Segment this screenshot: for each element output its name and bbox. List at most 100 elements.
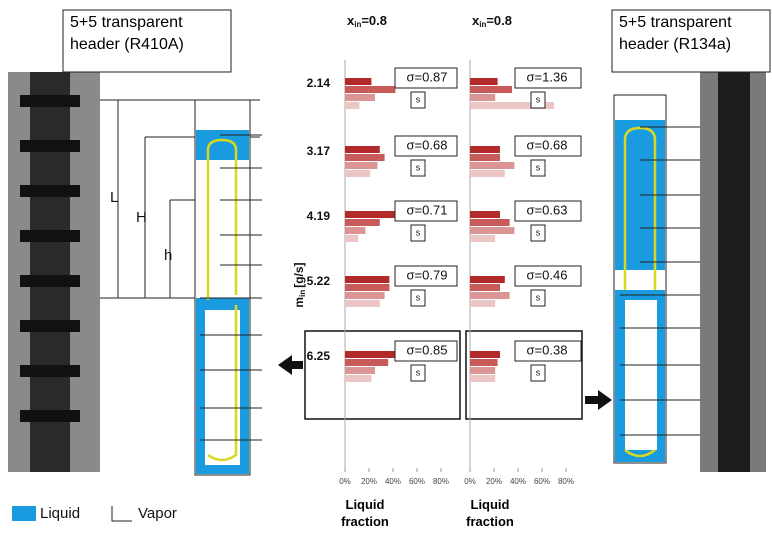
bar: [470, 351, 500, 358]
bar: [345, 300, 380, 307]
s-label: s: [536, 292, 541, 302]
s-label: s: [536, 162, 541, 172]
x-tick-label: 80%: [558, 477, 574, 486]
bar: [470, 78, 498, 85]
y-axis-label: min [g/s]: [292, 262, 307, 307]
bar: [470, 211, 500, 218]
legend-liquid: Liquid: [40, 505, 80, 522]
label-holder: 5+5 transparent header (R410A): [66, 12, 231, 70]
bar: [345, 276, 389, 283]
right-label: 5+5 transparent header (R134a): [615, 12, 770, 56]
bar: [345, 227, 365, 234]
left-label: 5+5 transparent header (R410A): [66, 12, 231, 56]
s-label: s: [416, 292, 421, 302]
bar: [470, 154, 500, 161]
label-holder: 5+5 transparent header (R134a): [615, 12, 770, 70]
bar: [470, 170, 505, 177]
bar: [470, 367, 495, 374]
x-tick-label: 80%: [433, 477, 449, 486]
bar: [345, 102, 359, 109]
x-axis-label: Liquid fraction: [335, 496, 395, 530]
x-axis-label: Liquid fraction: [460, 496, 520, 530]
x-tick-label: 60%: [409, 477, 425, 486]
s-label: s: [416, 94, 421, 104]
row-label: 6.25: [307, 349, 331, 363]
bar: [470, 276, 505, 283]
row-label: 5.22: [307, 274, 331, 288]
x-tick-label: 40%: [385, 477, 401, 486]
bar: [345, 235, 358, 242]
bar: [345, 219, 380, 226]
photo-tube: [718, 72, 750, 472]
xlabel-holder: Liquid fraction: [335, 496, 395, 534]
row-label: 2.14: [307, 76, 331, 90]
bar: [470, 284, 500, 291]
bar: [470, 227, 514, 234]
legend-vapor-swatch: [112, 506, 132, 521]
s-label: s: [416, 367, 421, 377]
s-label: s: [416, 162, 421, 172]
sigma-label: σ=0.38: [527, 342, 568, 357]
dim-h: h: [164, 247, 172, 264]
x-tick-label: 20%: [486, 477, 502, 486]
bar: [470, 359, 498, 366]
bar: [470, 94, 495, 101]
bar: [345, 292, 385, 299]
bar: [345, 86, 395, 93]
figure: 5+5 transparent header (R410A) L H h Liq…: [0, 0, 772, 535]
bar: [345, 94, 375, 101]
panel-header: xin=0.8: [472, 13, 512, 29]
bar: [470, 292, 510, 299]
sigma-label: σ=1.36: [527, 69, 568, 84]
bar: [470, 86, 512, 93]
charts: 2.14 3.17 4.19 5.22 6.25 xin=0.8 0% 20% 40% 60% 80…: [307, 13, 581, 534]
x-tick-label: 20%: [361, 477, 377, 486]
bar: [345, 170, 370, 177]
header-text: =0.8: [361, 13, 387, 28]
bar: [345, 162, 377, 169]
s-label: s: [536, 367, 541, 377]
bar: [345, 78, 371, 85]
sigma-label: σ=0.79: [407, 267, 448, 282]
s-label: s: [536, 227, 541, 237]
y-unit: [g/s]: [292, 262, 306, 287]
sigma-label: σ=0.68: [407, 137, 448, 152]
bar: [470, 146, 500, 153]
arrow-right: [585, 390, 612, 410]
y-symbol: m: [292, 297, 306, 308]
vapor-core: [625, 300, 657, 450]
dim-H: H: [136, 209, 147, 226]
x-tick-label: 60%: [534, 477, 550, 486]
legend-liquid-swatch: [12, 506, 36, 521]
y-sub: in: [298, 290, 307, 297]
bar: [470, 219, 510, 226]
sigma-label: σ=0.71: [407, 202, 448, 217]
bar: [345, 284, 389, 291]
row-label: 4.19: [307, 209, 331, 223]
bar: [470, 162, 514, 169]
legend-vapor: Vapor: [138, 505, 177, 522]
bar: [470, 235, 495, 242]
s-label: s: [416, 227, 421, 237]
row-label: 3.17: [307, 144, 331, 158]
bar: [345, 146, 380, 153]
xlabel-holder: Liquid fraction: [460, 496, 520, 534]
bar: [345, 375, 371, 382]
bar: [345, 351, 398, 358]
dim-L: L: [110, 189, 118, 206]
sigma-label: σ=0.87: [407, 69, 448, 84]
bar: [345, 367, 375, 374]
bar: [470, 300, 495, 307]
x-tick-label: 0%: [339, 477, 351, 486]
bar: [345, 359, 388, 366]
panel-header: xin=0.8: [347, 13, 387, 29]
bar: [345, 211, 395, 218]
bar: [470, 375, 495, 382]
sigma-label: σ=0.63: [527, 202, 568, 217]
sigma-label: σ=0.46: [527, 267, 568, 282]
s-label: s: [536, 94, 541, 104]
x-tick-label: 0%: [464, 477, 476, 486]
sigma-label: σ=0.68: [527, 137, 568, 152]
sigma-label: σ=0.85: [407, 342, 448, 357]
x-tick-label: 40%: [510, 477, 526, 486]
